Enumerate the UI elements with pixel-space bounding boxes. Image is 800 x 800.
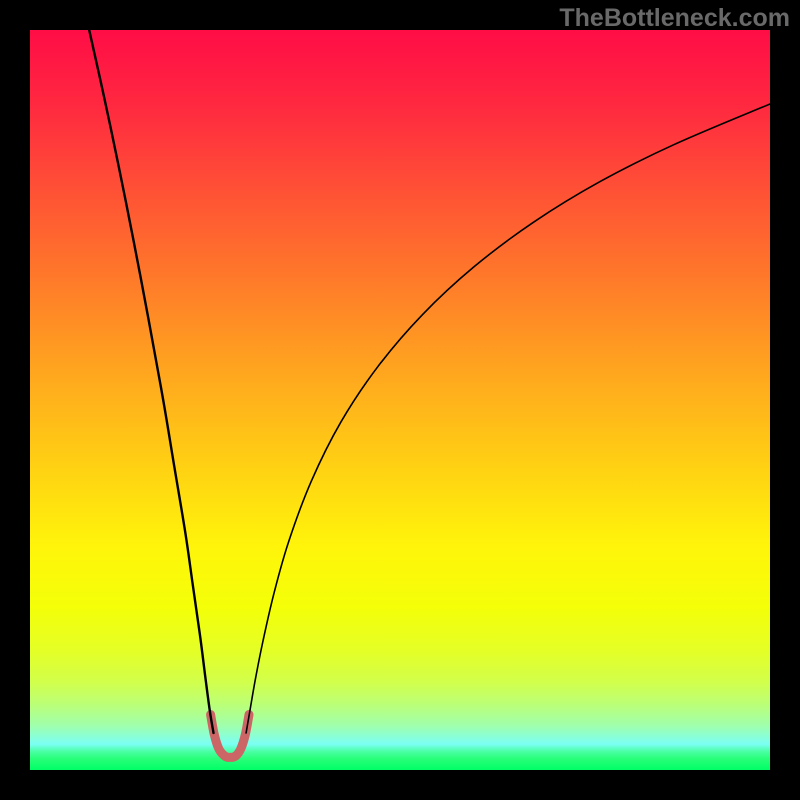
plot-area [30,30,770,770]
gradient-background [30,30,770,770]
chart-container: TheBottleneck.com [0,0,800,800]
watermark-text: TheBottleneck.com [559,4,790,33]
